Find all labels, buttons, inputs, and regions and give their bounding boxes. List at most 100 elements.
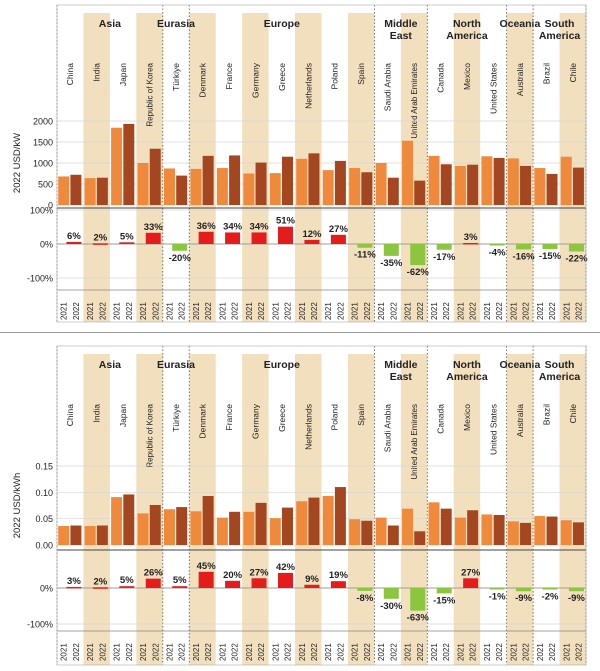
country-label: United States xyxy=(488,63,498,114)
change-bar xyxy=(304,239,320,244)
change-bar xyxy=(304,584,320,588)
region-label: North xyxy=(453,18,481,30)
region-label: Oceania xyxy=(499,359,540,371)
year-label: 2022 xyxy=(442,643,451,661)
chart-panel-2: Asia Eurasia Europe MiddleEastNorthAmericaO… xyxy=(12,345,587,666)
bar-2021-brazil xyxy=(534,516,546,545)
country-label: Republic of Korea xyxy=(146,62,155,126)
y-tick-label: 1500 xyxy=(33,138,53,148)
region-label: America xyxy=(446,30,488,42)
bar-2021-canada xyxy=(428,502,440,545)
y-tick-label: 0 xyxy=(48,201,53,211)
region-label: Eurasia xyxy=(157,18,195,30)
country-label: Germany xyxy=(250,403,260,439)
change-bar xyxy=(357,244,373,248)
country-label: Japan xyxy=(118,404,128,427)
bar-2022-australia xyxy=(520,165,532,205)
country-label: Chile xyxy=(568,63,578,83)
change-bar xyxy=(436,588,452,594)
country-label: Greece xyxy=(277,63,287,91)
country-label: Spain xyxy=(356,404,366,426)
change-label: -1% xyxy=(489,592,506,603)
change-label: -9% xyxy=(568,593,585,604)
change-bar xyxy=(172,244,188,251)
change-label: -15% xyxy=(433,595,456,606)
year-label: 2022 xyxy=(178,643,187,661)
change-label: -2% xyxy=(542,592,559,603)
year-label: 2021 xyxy=(509,643,518,661)
bar-2022-denmark xyxy=(202,155,214,205)
bar-2021-germany xyxy=(243,511,255,545)
bar-2022-brazil xyxy=(546,173,558,205)
region-label: South xyxy=(545,359,575,371)
year-label: 2022 xyxy=(389,302,398,320)
country-band xyxy=(83,13,110,322)
change-label: -4% xyxy=(489,248,506,259)
bar-2022-t-rkiye xyxy=(176,507,188,545)
bar-2022-united-states xyxy=(493,157,505,205)
country-label: Chile xyxy=(568,404,578,424)
change-label: -16% xyxy=(512,251,535,262)
change-label: -15% xyxy=(539,251,562,262)
country-label: United States xyxy=(488,404,498,455)
year-label: 2021 xyxy=(113,643,122,661)
year-label: 2021 xyxy=(245,643,254,661)
bar-2022-denmark xyxy=(202,496,214,545)
change-label: 45% xyxy=(197,561,217,572)
region-label: Europe xyxy=(264,18,300,30)
change-label: 2% xyxy=(93,232,107,243)
change-label: 51% xyxy=(276,216,296,227)
year-label: 2022 xyxy=(495,643,504,661)
change-label: 3% xyxy=(464,232,478,243)
change-bar xyxy=(330,234,346,244)
year-label: 2022 xyxy=(257,643,266,661)
bar-2022-mexico xyxy=(467,164,479,205)
y-tick-label: 1000 xyxy=(33,159,53,169)
region-label: East xyxy=(390,30,413,42)
year-label: 2022 xyxy=(284,302,293,320)
year-label: 2021 xyxy=(324,302,333,320)
bar-2021-netherlands xyxy=(296,158,308,205)
change-bar xyxy=(119,586,135,588)
bar-2022-spain xyxy=(361,172,373,205)
country-label: Greece xyxy=(277,404,287,432)
year-label: 2022 xyxy=(389,643,398,661)
country-label: Australia xyxy=(515,63,525,96)
change-label: 19% xyxy=(329,570,349,581)
year-label: 2022 xyxy=(231,643,240,661)
panel-frame xyxy=(56,345,587,666)
bar-2021-germany xyxy=(243,173,255,205)
year-label: 2021 xyxy=(430,302,439,320)
bar-2022-canada xyxy=(440,164,452,205)
bar-2021-france xyxy=(216,517,228,545)
country-label: Türkiye xyxy=(171,63,181,91)
year-label: 2022 xyxy=(204,643,213,661)
change-label: -22% xyxy=(565,253,588,264)
change-bar xyxy=(251,232,267,244)
change-label: 42% xyxy=(276,562,296,573)
year-label: 2021 xyxy=(430,643,439,661)
change-label: 27% xyxy=(461,567,481,578)
year-label: 2022 xyxy=(522,643,531,661)
year-label: 2021 xyxy=(166,302,175,320)
year-label: 2021 xyxy=(351,302,360,320)
bar-2021-brazil xyxy=(534,168,546,205)
year-label: 2021 xyxy=(298,643,307,661)
bar-2021-netherlands xyxy=(296,501,308,545)
pct-tick-label: -100% xyxy=(27,620,53,630)
change-bar xyxy=(357,588,373,591)
year-label: 2022 xyxy=(363,643,372,661)
pct-tick-label: -100% xyxy=(27,274,53,284)
country-label: India xyxy=(92,63,102,82)
change-label: 34% xyxy=(250,221,270,232)
year-label: 2022 xyxy=(416,302,425,320)
year-label: 2022 xyxy=(125,643,134,661)
year-label: 2022 xyxy=(257,302,266,320)
year-label: 2022 xyxy=(574,302,583,320)
year-label: 2021 xyxy=(86,302,95,320)
change-bar xyxy=(463,578,479,588)
bar-2022-china xyxy=(70,525,82,545)
change-label: -9% xyxy=(515,593,532,604)
change-bar xyxy=(516,244,532,250)
